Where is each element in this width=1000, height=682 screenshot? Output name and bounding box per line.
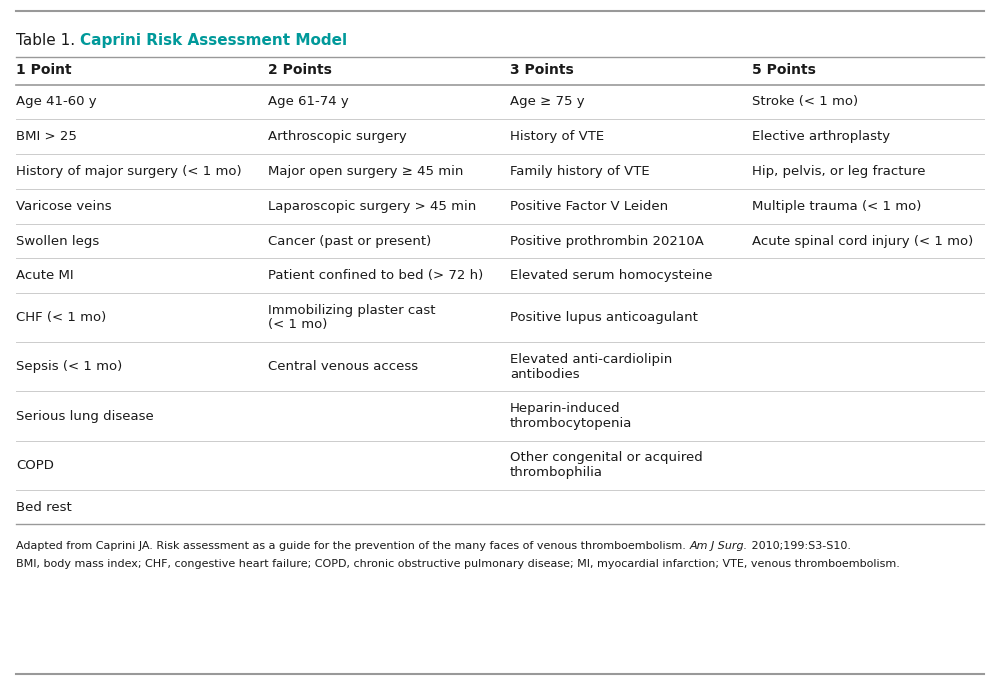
Text: 2010;199:S3-S10.: 2010;199:S3-S10. [748, 542, 850, 551]
Text: Acute MI: Acute MI [16, 269, 74, 282]
Text: Acute spinal cord injury (< 1 mo): Acute spinal cord injury (< 1 mo) [752, 235, 973, 248]
Text: Sepsis (< 1 mo): Sepsis (< 1 mo) [16, 360, 122, 374]
Text: Swollen legs: Swollen legs [16, 235, 99, 248]
Text: Varicose veins: Varicose veins [16, 200, 112, 213]
Text: Elevated serum homocysteine: Elevated serum homocysteine [510, 269, 712, 282]
Text: thrombocytopenia: thrombocytopenia [510, 417, 632, 430]
Text: Hip, pelvis, or leg fracture: Hip, pelvis, or leg fracture [752, 165, 926, 178]
Text: Positive lupus anticoagulant: Positive lupus anticoagulant [510, 311, 698, 325]
Text: Major open surgery ≥ 45 min: Major open surgery ≥ 45 min [268, 165, 463, 178]
Text: Central venous access: Central venous access [268, 360, 418, 374]
Text: 5 Points: 5 Points [752, 63, 816, 77]
Text: Positive prothrombin 20210A: Positive prothrombin 20210A [510, 235, 704, 248]
Text: COPD: COPD [16, 458, 54, 472]
Text: 3 Points: 3 Points [510, 63, 574, 77]
Text: 2 Points: 2 Points [268, 63, 332, 77]
Text: Serious lung disease: Serious lung disease [16, 409, 154, 423]
Text: Am J Surg.: Am J Surg. [689, 542, 748, 551]
Text: Patient confined to bed (> 72 h): Patient confined to bed (> 72 h) [268, 269, 483, 282]
Text: Stroke (< 1 mo): Stroke (< 1 mo) [752, 95, 858, 108]
Text: Positive Factor V Leiden: Positive Factor V Leiden [510, 200, 668, 213]
Text: Laparoscopic surgery > 45 min: Laparoscopic surgery > 45 min [268, 200, 476, 213]
Text: Age 61-74 y: Age 61-74 y [268, 95, 349, 108]
Text: Adapted from Caprini JA. Risk assessment as a guide for the prevention of the ma: Adapted from Caprini JA. Risk assessment… [16, 542, 689, 551]
Text: Family history of VTE: Family history of VTE [510, 165, 650, 178]
Text: Multiple trauma (< 1 mo): Multiple trauma (< 1 mo) [752, 200, 921, 213]
Text: Bed rest: Bed rest [16, 501, 72, 514]
Text: Heparin-induced: Heparin-induced [510, 402, 621, 415]
Text: 1 Point: 1 Point [16, 63, 72, 77]
Text: History of VTE: History of VTE [510, 130, 604, 143]
Text: Immobilizing plaster cast: Immobilizing plaster cast [268, 304, 436, 317]
Text: Other congenital or acquired: Other congenital or acquired [510, 451, 703, 464]
Text: Elevated anti-cardiolipin: Elevated anti-cardiolipin [510, 353, 672, 366]
Text: (< 1 mo): (< 1 mo) [268, 318, 327, 331]
Text: History of major surgery (< 1 mo): History of major surgery (< 1 mo) [16, 165, 242, 178]
Text: Age 41-60 y: Age 41-60 y [16, 95, 97, 108]
Text: Arthroscopic surgery: Arthroscopic surgery [268, 130, 407, 143]
Text: Age ≥ 75 y: Age ≥ 75 y [510, 95, 585, 108]
Text: Caprini Risk Assessment Model: Caprini Risk Assessment Model [80, 33, 347, 48]
Text: Cancer (past or present): Cancer (past or present) [268, 235, 431, 248]
Text: BMI, body mass index; CHF, congestive heart failure; COPD, chronic obstructive p: BMI, body mass index; CHF, congestive he… [16, 559, 900, 569]
Text: BMI > 25: BMI > 25 [16, 130, 77, 143]
Text: Table 1.: Table 1. [16, 33, 80, 48]
Text: Elective arthroplasty: Elective arthroplasty [752, 130, 890, 143]
Text: antibodies: antibodies [510, 368, 580, 381]
Text: thrombophilia: thrombophilia [510, 466, 603, 479]
Text: CHF (< 1 mo): CHF (< 1 mo) [16, 311, 106, 325]
